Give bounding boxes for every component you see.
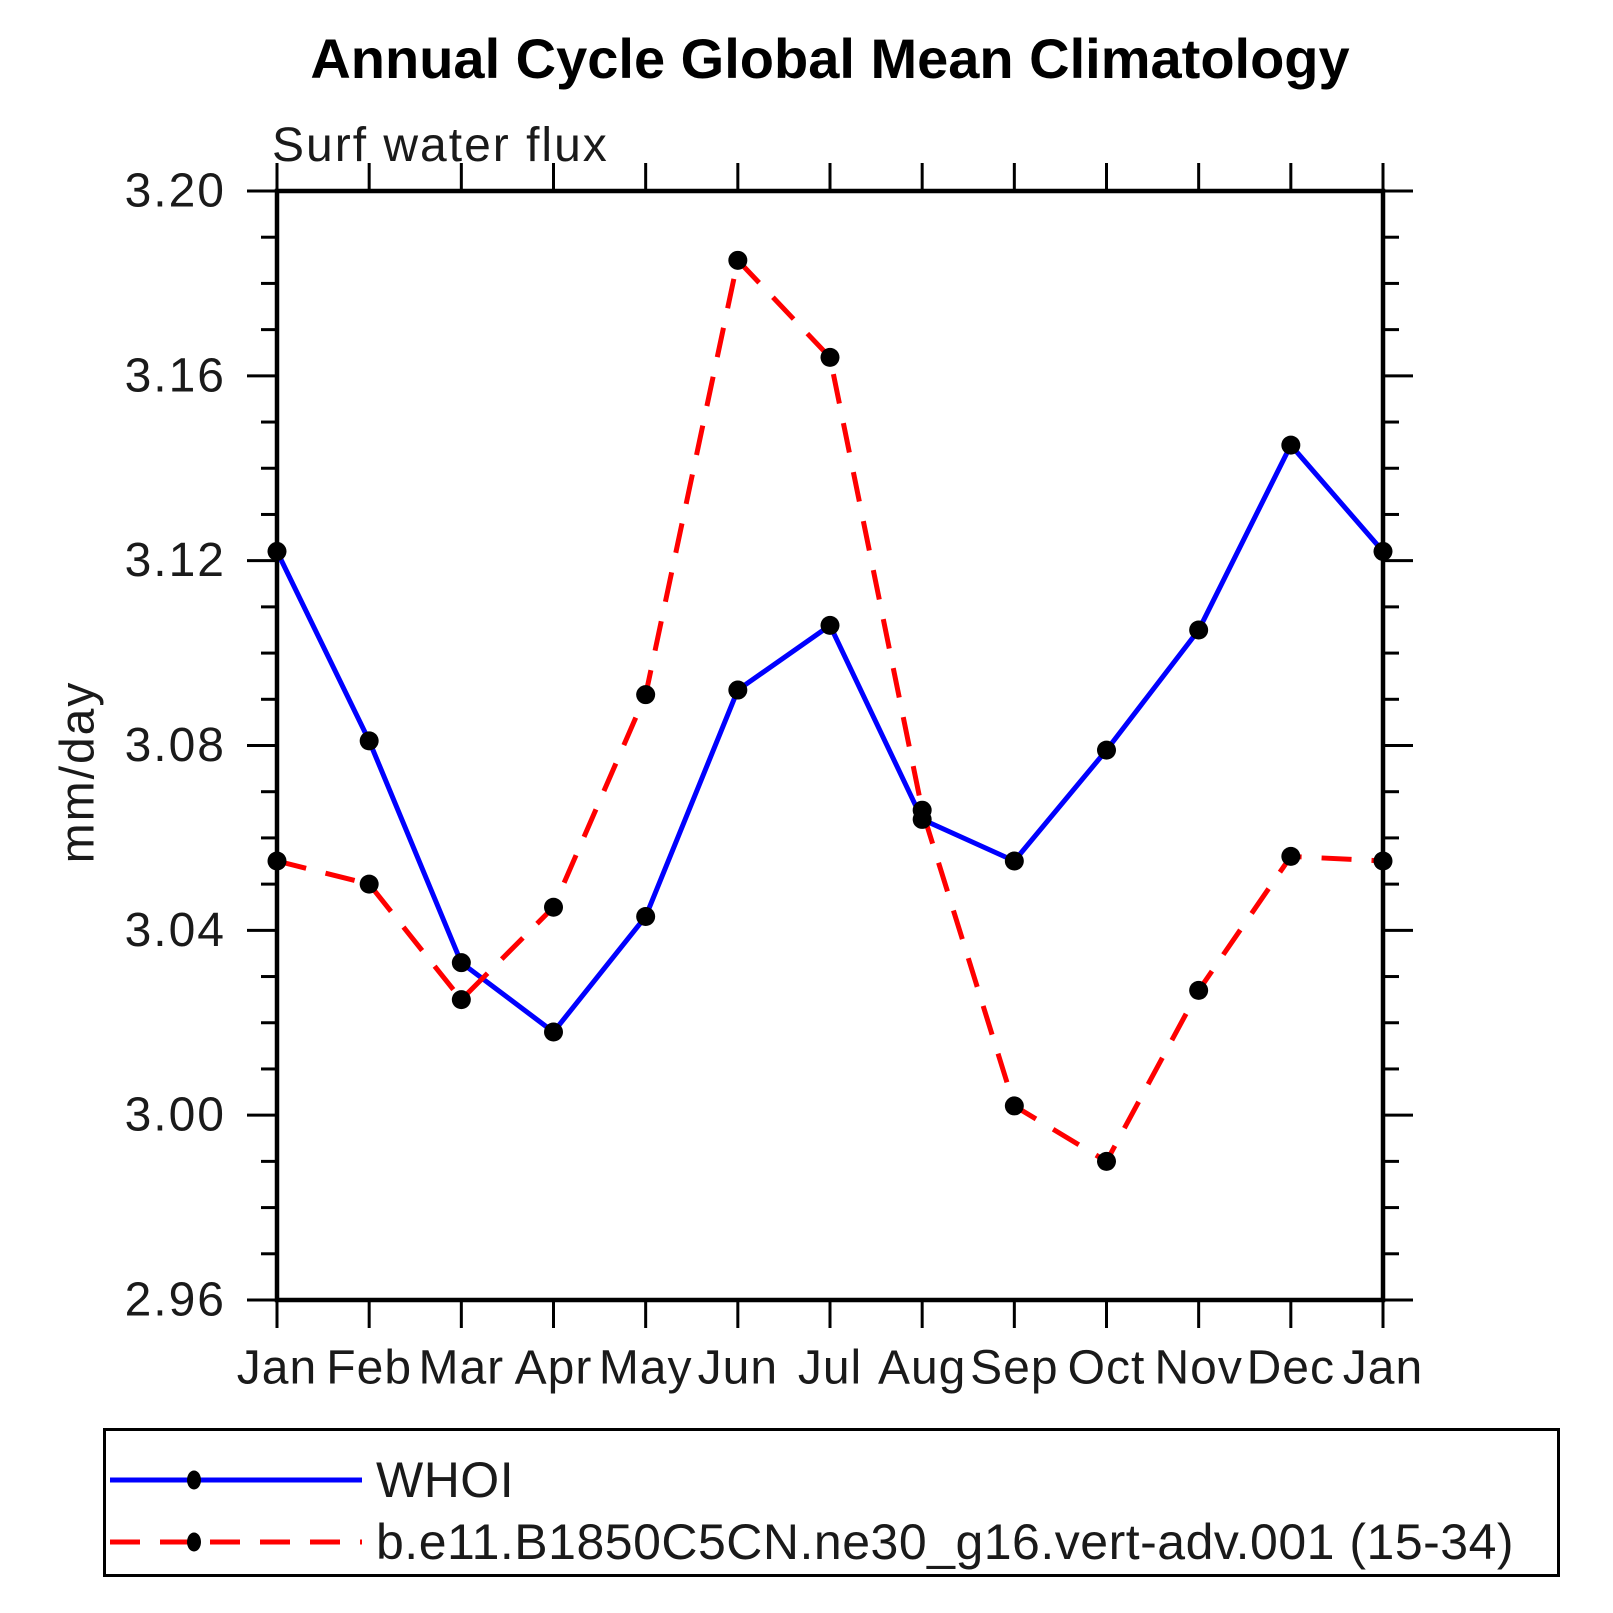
legend-marker-dot [187, 1470, 201, 1490]
data-point-1-4 [636, 685, 656, 705]
data-point-1-6 [820, 347, 840, 367]
data-point-0-3 [544, 1022, 563, 1042]
y-tick-label: 3.20 [125, 165, 226, 218]
chart-title: Annual Cycle Global Mean Climatology [310, 27, 1350, 90]
data-point-0-9 [1097, 740, 1116, 760]
data-point-1-0 [267, 851, 287, 871]
x-tick-label: Jan [1343, 1342, 1423, 1395]
x-tick-label: Aug [878, 1342, 966, 1395]
x-tick-label: Jun [698, 1342, 778, 1395]
x-tick-label: Jan [237, 1342, 317, 1395]
x-tick-label: Dec [1247, 1342, 1335, 1395]
data-point-1-12 [1373, 851, 1393, 871]
data-point-1-2 [451, 990, 471, 1010]
x-tick-label: Mar [418, 1342, 504, 1395]
legend-label: WHOI [376, 1452, 515, 1508]
data-point-1-1 [359, 874, 379, 894]
legend-label: b.e11.B1850C5CN.ne30_g16.vert-adv.001 (1… [376, 1514, 1515, 1570]
data-point-1-10 [1189, 980, 1209, 1000]
y-tick-label: 3.12 [125, 534, 226, 587]
data-point-0-10 [1189, 620, 1209, 640]
data-point-1-5 [728, 250, 748, 270]
data-point-0-8 [1004, 851, 1024, 871]
x-tick-label: Feb [326, 1342, 412, 1395]
chart-subtitle: Surf water flux [272, 119, 609, 172]
y-tick-label: 3.04 [125, 904, 226, 957]
y-tick-label: 3.00 [125, 1089, 226, 1142]
series-line-1 [276, 255, 1384, 1165]
data-point-1-9 [1097, 1151, 1116, 1171]
y-tick-label: 3.08 [125, 719, 226, 772]
series-line-0 [274, 440, 1385, 1036]
data-point-1-11 [1281, 846, 1301, 866]
data-point-1-8 [1004, 1096, 1024, 1116]
data-point-0-0 [267, 541, 287, 561]
data-point-0-6 [820, 615, 840, 635]
legend-item-whoi: WHOI [106, 1451, 514, 1509]
x-tick-label: Nov [1154, 1342, 1242, 1395]
legend-marker-dot [187, 1532, 201, 1552]
legend-line-sample-dashed [110, 1532, 362, 1552]
x-tick-label: Apr [515, 1342, 593, 1395]
x-tick-label: May [599, 1342, 693, 1395]
data-point-0-12 [1373, 541, 1393, 561]
data-point-0-1 [359, 731, 379, 751]
y-tick-label: 3.16 [125, 349, 226, 402]
data-point-1-3 [544, 897, 563, 917]
data-point-1-7 [912, 800, 932, 820]
data-point-0-5 [728, 680, 748, 700]
data-point-0-2 [451, 953, 471, 973]
x-tick-label: Oct [1068, 1342, 1146, 1395]
data-point-0-11 [1281, 435, 1301, 455]
data-point-0-4 [636, 906, 656, 926]
legend: WHOI b.e11.B1850C5CN.ne30_g16.vert-adv.0… [103, 1428, 1560, 1577]
legend-item-model: b.e11.B1850C5CN.ne30_g16.vert-adv.001 (1… [106, 1513, 1514, 1571]
y-tick-label: 2.96 [125, 1274, 226, 1327]
legend-line-sample-solid [110, 1470, 362, 1490]
x-tick-label: Sep [970, 1342, 1058, 1395]
x-tick-label: Jul [798, 1342, 862, 1395]
